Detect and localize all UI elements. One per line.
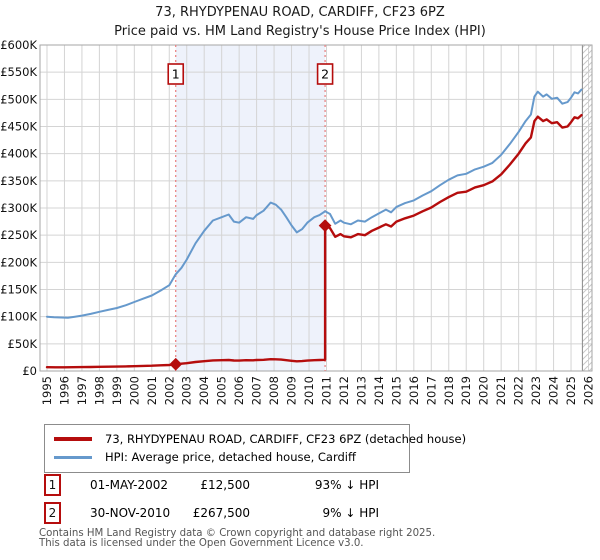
x-axis-tick-label: 2019 xyxy=(459,376,473,405)
chart-title: 73, RHYDYPENAU ROAD, CARDIFF, CF23 6PZ xyxy=(155,5,445,20)
x-axis-tick-label: 2023 xyxy=(529,376,543,405)
sale-number-badge: 1 xyxy=(44,474,61,496)
x-axis-tick-label: 2011 xyxy=(319,376,333,405)
y-axis-tick-label: £400K xyxy=(0,147,37,161)
x-axis-tick-label: 1999 xyxy=(110,376,124,405)
x-axis-tick-label: 2003 xyxy=(180,376,194,405)
hpi-series-line xyxy=(46,88,583,319)
y-axis-tick-label: £0 xyxy=(22,364,37,378)
y-axis-tick-label: £100K xyxy=(0,310,37,324)
y-axis-tick-label: £350K xyxy=(0,174,37,188)
x-axis-tick-label: 2014 xyxy=(372,376,386,405)
transaction-row: 1 01-MAY-2002 £12,500 93% ↓ HPI xyxy=(44,474,379,496)
y-axis-tick-label: £200K xyxy=(0,255,37,269)
chart-header: 73, RHYDYPENAU ROAD, CARDIFF, CF23 6PZ P… xyxy=(0,3,600,41)
y-axis-tick-label: £600K xyxy=(0,38,37,52)
x-axis-tick-label: 2002 xyxy=(162,376,176,405)
y-axis-tick-label: £500K xyxy=(0,92,37,106)
x-axis-tick-label: 2021 xyxy=(494,376,508,405)
x-axis-tick-label: 2017 xyxy=(424,376,438,405)
sale-hpi-diff: 9% ↓ HPI xyxy=(322,506,379,520)
legend-item-label: HPI: Average price, detached house, Card… xyxy=(105,450,356,464)
x-axis-tick-label: 2007 xyxy=(250,376,264,405)
licence-line: This data is licensed under the Open Gov… xyxy=(39,538,364,549)
x-axis-tick-label: 1995 xyxy=(40,376,54,405)
copyright-line: Contains HM Land Registry data © Crown c… xyxy=(39,528,436,539)
sale-marker-number: 1 xyxy=(172,67,180,82)
sale-marker-number: 2 xyxy=(321,67,329,82)
hpi-line-swatch xyxy=(54,455,92,459)
sale-point-diamond xyxy=(318,219,332,233)
sale-date: 30-NOV-2010 xyxy=(90,506,171,520)
y-axis-tick-label: £550K xyxy=(0,65,37,79)
legend-item-price-paid: 73, RHYDYPENAU ROAD, CARDIFF, CF23 6PZ (… xyxy=(45,430,466,448)
y-axis-tick-label: £150K xyxy=(0,283,37,297)
price-paid-line-swatch xyxy=(54,437,92,441)
sale-number-badge: 2 xyxy=(44,502,61,524)
sale-marker-box-2 xyxy=(316,63,334,85)
x-axis-tick-label: 2012 xyxy=(337,376,351,405)
x-axis-tick-label: 2020 xyxy=(477,376,491,405)
sale-point-diamond xyxy=(169,357,183,371)
y-axis-tick-label: £300K xyxy=(0,201,37,215)
sale-hpi-diff: 93% ↓ HPI xyxy=(314,478,379,492)
x-axis-tick-label: 2026 xyxy=(582,376,596,405)
x-axis-tick-label: 1997 xyxy=(75,376,89,405)
x-axis-tick-label: 2022 xyxy=(512,376,526,405)
x-axis-tick-label: 2004 xyxy=(197,376,211,405)
x-axis-tick-label: 2008 xyxy=(267,376,281,405)
y-axis-tick-label: £450K xyxy=(0,120,37,134)
x-axis-tick-label: 2006 xyxy=(232,376,246,405)
sale-price: £267,500 xyxy=(192,506,250,520)
legend-box: 73, RHYDYPENAU ROAD, CARDIFF, CF23 6PZ (… xyxy=(44,424,466,473)
x-axis-tick-label: 2009 xyxy=(285,376,299,405)
x-axis-tick-label: 2000 xyxy=(127,376,141,405)
sale-marker-box-1 xyxy=(167,63,185,85)
chart-subtitle: Price paid vs. HM Land Registry's House … xyxy=(114,24,486,39)
sale-price: £12,500 xyxy=(200,478,250,492)
x-axis-tick-label: 2010 xyxy=(302,376,316,405)
x-axis-tick-label: 2024 xyxy=(547,376,561,405)
x-axis-tick-label: 2015 xyxy=(389,376,403,405)
sale-date: 01-MAY-2002 xyxy=(90,478,169,492)
x-axis-tick-label: 1998 xyxy=(92,376,106,405)
x-axis-tick-label: 2018 xyxy=(442,376,456,405)
legend-item-label: 73, RHYDYPENAU ROAD, CARDIFF, CF23 6PZ (… xyxy=(105,432,467,446)
x-axis-tick-label: 2025 xyxy=(564,376,578,405)
x-axis-tick-label: 2016 xyxy=(407,376,421,405)
transactions-table: 1 01-MAY-2002 £12,500 93% ↓ HPI 2 30-NOV… xyxy=(44,474,379,530)
x-axis-tick-label: 2001 xyxy=(145,376,159,405)
y-axis-tick-label: £250K xyxy=(0,228,37,242)
x-axis-tick-label: 2013 xyxy=(354,376,368,405)
plot-border xyxy=(39,44,593,372)
y-axis-tick-label: £50K xyxy=(8,337,38,351)
transaction-row: 2 30-NOV-2010 £267,500 9% ↓ HPI xyxy=(44,502,379,524)
legend-item-hpi: HPI: Average price, detached house, Card… xyxy=(45,448,409,466)
x-axis-tick-label: 2005 xyxy=(215,376,229,405)
price-history-plot: 1 2 £0 £50K £100K £150K £200K £250K £300K £350K £4… xyxy=(0,38,596,405)
attribution-footer: Contains HM Land Registry data © Crown c… xyxy=(39,528,436,549)
x-axis-tick-label: 1996 xyxy=(57,376,71,405)
future-hatch-region xyxy=(582,45,592,371)
